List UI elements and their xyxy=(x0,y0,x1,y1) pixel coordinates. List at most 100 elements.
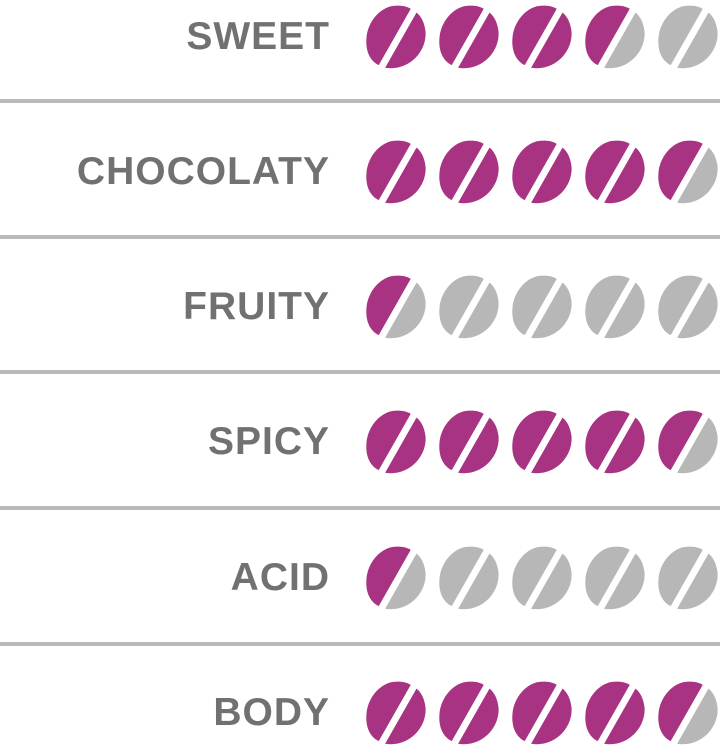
coffee-bean-empty-icon xyxy=(585,275,645,339)
coffee-bean-full-icon xyxy=(585,410,645,474)
bean-left-half xyxy=(439,681,484,742)
coffee-bean-full-icon xyxy=(512,681,572,745)
bean-right-half xyxy=(458,147,499,204)
coffee-bean-full-icon xyxy=(439,681,499,745)
coffee-bean-empty-icon xyxy=(658,5,718,69)
bean-right-half xyxy=(458,417,499,474)
row-divider xyxy=(0,235,720,239)
coffee-bean-full-icon xyxy=(439,410,499,474)
bean-left-half xyxy=(512,140,557,201)
bean-right-half xyxy=(677,553,718,610)
bean-right-half xyxy=(677,12,718,69)
bean-right-half xyxy=(531,688,572,745)
bean-left-half xyxy=(512,681,557,742)
bean-rating-acid xyxy=(364,546,720,610)
bean-left-half xyxy=(366,681,411,742)
bean-right-half xyxy=(531,282,572,339)
flavor-row-fruity: FRUITY xyxy=(0,272,720,342)
bean-right-half xyxy=(458,12,499,69)
coffee-bean-empty-icon xyxy=(658,546,718,610)
bean-left-half xyxy=(658,140,703,201)
coffee-bean-full-icon xyxy=(366,410,426,474)
bean-right-half xyxy=(531,417,572,474)
bean-right-half xyxy=(385,553,426,610)
coffee-bean-full-icon xyxy=(366,681,426,745)
bean-right-half xyxy=(385,688,426,745)
bean-right-half xyxy=(677,147,718,204)
flavor-row-spicy: SPICY xyxy=(0,407,720,477)
bean-left-half xyxy=(585,140,630,201)
flavor-row-acid: ACID xyxy=(0,543,720,613)
coffee-bean-half-icon xyxy=(366,546,426,610)
bean-left-half xyxy=(366,410,411,471)
coffee-bean-empty-icon xyxy=(439,546,499,610)
bean-left-half xyxy=(658,275,703,336)
row-divider xyxy=(0,642,720,646)
bean-right-half xyxy=(604,282,645,339)
bean-right-half xyxy=(604,553,645,610)
bean-left-half xyxy=(366,546,411,607)
bean-left-half xyxy=(512,275,557,336)
bean-right-half xyxy=(458,553,499,610)
coffee-bean-half-icon xyxy=(658,140,718,204)
row-divider xyxy=(0,370,720,374)
row-divider xyxy=(0,506,720,510)
bean-right-half xyxy=(604,417,645,474)
coffee-bean-empty-icon xyxy=(585,546,645,610)
bean-right-half xyxy=(531,12,572,69)
flavor-label: SWEET xyxy=(186,15,330,58)
flavor-row-body: BODY xyxy=(0,678,720,748)
coffee-bean-half-icon xyxy=(658,410,718,474)
bean-right-half xyxy=(385,12,426,69)
bean-left-half xyxy=(512,410,557,471)
bean-left-half xyxy=(439,140,484,201)
bean-right-half xyxy=(604,12,645,69)
bean-right-half xyxy=(458,282,499,339)
bean-right-half xyxy=(385,417,426,474)
bean-right-half xyxy=(677,282,718,339)
bean-left-half xyxy=(658,681,703,742)
bean-left-half xyxy=(366,275,411,336)
bean-left-half xyxy=(585,681,630,742)
bean-right-half xyxy=(458,688,499,745)
bean-left-half xyxy=(585,546,630,607)
coffee-bean-empty-icon xyxy=(439,275,499,339)
bean-left-half xyxy=(658,5,703,66)
flavor-label: BODY xyxy=(213,691,330,734)
flavor-row-sweet: SWEET xyxy=(0,2,720,72)
bean-left-half xyxy=(439,275,484,336)
coffee-bean-full-icon xyxy=(366,5,426,69)
bean-right-half xyxy=(385,147,426,204)
bean-rating-spicy xyxy=(364,410,720,474)
coffee-bean-empty-icon xyxy=(512,275,572,339)
bean-rating-sweet xyxy=(364,5,720,69)
bean-left-half xyxy=(439,546,484,607)
coffee-bean-full-icon xyxy=(439,140,499,204)
coffee-bean-full-icon xyxy=(512,5,572,69)
bean-left-half xyxy=(658,410,703,471)
bean-left-half xyxy=(585,410,630,471)
coffee-bean-empty-icon xyxy=(658,275,718,339)
coffee-bean-half-icon xyxy=(658,681,718,745)
flavor-label: ACID xyxy=(230,556,330,599)
coffee-bean-half-icon xyxy=(366,275,426,339)
bean-right-half xyxy=(385,282,426,339)
flavor-label: FRUITY xyxy=(183,285,330,328)
bean-rating-fruity xyxy=(364,275,720,339)
bean-rating-body xyxy=(364,681,720,745)
coffee-bean-full-icon xyxy=(512,410,572,474)
bean-left-half xyxy=(512,546,557,607)
bean-right-half xyxy=(531,147,572,204)
coffee-bean-full-icon xyxy=(439,5,499,69)
bean-rating-chocolaty xyxy=(364,140,720,204)
bean-right-half xyxy=(604,147,645,204)
bean-left-half xyxy=(439,5,484,66)
coffee-bean-full-icon xyxy=(366,140,426,204)
coffee-bean-full-icon xyxy=(585,681,645,745)
flavor-label: CHOCOLATY xyxy=(76,150,330,193)
flavor-row-chocolaty: CHOCOLATY xyxy=(0,137,720,207)
row-divider xyxy=(0,99,720,103)
bean-right-half xyxy=(677,688,718,745)
bean-left-half xyxy=(439,410,484,471)
